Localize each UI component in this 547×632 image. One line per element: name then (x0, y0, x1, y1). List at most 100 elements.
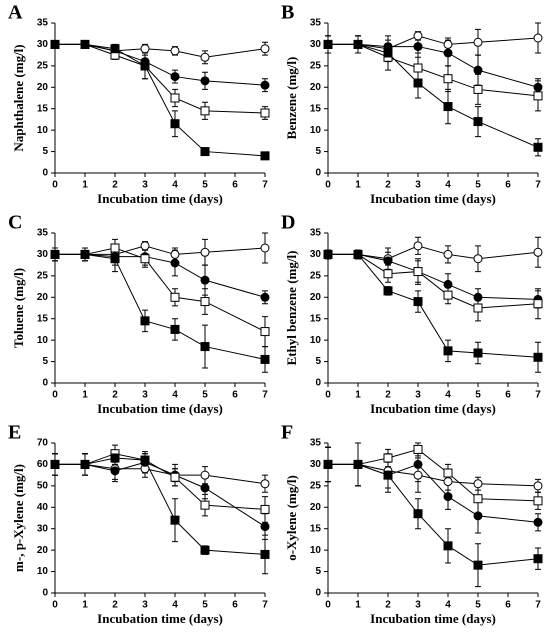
marker (140, 254, 150, 264)
marker (533, 352, 543, 362)
x-tick-label: 6 (232, 600, 238, 611)
marker (323, 39, 333, 49)
x-tick-label: 4 (445, 390, 451, 401)
series-line (328, 463, 539, 566)
marker (383, 269, 393, 279)
x-tick-label: 7 (262, 600, 268, 611)
marker (110, 44, 120, 54)
x-tick-label: 2 (112, 390, 118, 401)
marker (473, 348, 483, 358)
y-axis-label: o-Xylene (mg/l) (284, 475, 299, 561)
panel-label: F (281, 422, 293, 444)
y-tick-label: 25 (37, 60, 49, 71)
y-axis-label: Toluene (mg/l) (11, 268, 26, 348)
marker (50, 459, 60, 469)
marker (170, 324, 180, 334)
marker (443, 468, 453, 478)
x-tick-label: 3 (142, 600, 148, 611)
marker (533, 517, 543, 527)
y-tick-label: 15 (37, 313, 49, 324)
y-tick-label: 20 (310, 502, 322, 513)
x-tick-label: 1 (82, 390, 88, 401)
y-tick-label: 20 (37, 545, 49, 556)
marker (200, 247, 210, 257)
x-tick-label: 2 (112, 600, 118, 611)
marker (323, 249, 333, 259)
x-tick-label: 0 (52, 600, 58, 611)
y-tick-label: 5 (42, 146, 48, 157)
y-axis-label: Benzene (mg/l) (284, 57, 299, 140)
marker (443, 48, 453, 58)
marker (200, 470, 210, 480)
marker (170, 292, 180, 302)
y-tick-label: 10 (37, 566, 49, 577)
y-tick-label: 20 (310, 82, 322, 93)
marker (533, 91, 543, 101)
y-tick-label: 0 (315, 168, 321, 179)
marker (533, 142, 543, 152)
series-line (328, 463, 539, 523)
x-tick-label: 3 (415, 180, 421, 191)
y-tick-label: 15 (310, 103, 322, 114)
x-tick-label: 2 (112, 180, 118, 191)
marker (413, 509, 423, 519)
marker (140, 44, 150, 54)
y-tick-label: 35 (37, 18, 49, 29)
x-tick-label: 1 (82, 600, 88, 611)
marker (533, 496, 543, 506)
series-line (328, 448, 539, 502)
x-axis-label: Incubation time (days) (97, 401, 223, 416)
x-tick-label: 2 (385, 180, 391, 191)
marker (200, 500, 210, 510)
y-tick-label: 35 (310, 18, 322, 29)
x-tick-label: 6 (505, 180, 511, 191)
marker (413, 31, 423, 41)
marker (533, 481, 543, 491)
marker (260, 522, 270, 532)
x-tick-label: 2 (385, 600, 391, 611)
x-tick-label: 5 (475, 600, 481, 611)
marker (353, 459, 363, 469)
marker (260, 243, 270, 253)
series-line (55, 43, 266, 157)
x-tick-label: 7 (262, 180, 268, 191)
y-tick-label: 60 (37, 459, 49, 470)
marker (473, 84, 483, 94)
x-tick-label: 3 (142, 390, 148, 401)
y-tick-label: 40 (37, 502, 49, 513)
y-tick-label: 0 (315, 378, 321, 389)
series-line (55, 43, 266, 86)
y-tick-label: 5 (315, 356, 321, 367)
marker (533, 299, 543, 309)
marker (200, 52, 210, 62)
y-axis-label: m-, p-Xylene (mg/l) (11, 464, 26, 572)
series-line (328, 43, 539, 148)
marker (413, 241, 423, 251)
marker (323, 459, 333, 469)
marker (443, 249, 453, 259)
x-tick-label: 7 (535, 180, 541, 191)
x-axis-label: Incubation time (days) (370, 401, 496, 416)
y-tick-label: 35 (310, 228, 322, 239)
marker (413, 297, 423, 307)
marker (200, 147, 210, 157)
y-tick-label: 25 (310, 270, 322, 281)
marker (533, 33, 543, 43)
y-tick-label: 5 (42, 356, 48, 367)
marker (353, 39, 363, 49)
y-tick-label: 5 (315, 146, 321, 157)
marker (383, 286, 393, 296)
marker (260, 108, 270, 118)
panel-label: C (8, 212, 22, 234)
x-tick-label: 1 (355, 180, 361, 191)
marker (383, 48, 393, 58)
marker (260, 549, 270, 559)
marker (170, 119, 180, 129)
y-tick-label: 25 (37, 270, 49, 281)
x-tick-label: 0 (52, 180, 58, 191)
marker (260, 504, 270, 514)
marker (353, 249, 363, 259)
marker (413, 459, 423, 469)
y-tick-label: 25 (310, 480, 322, 491)
